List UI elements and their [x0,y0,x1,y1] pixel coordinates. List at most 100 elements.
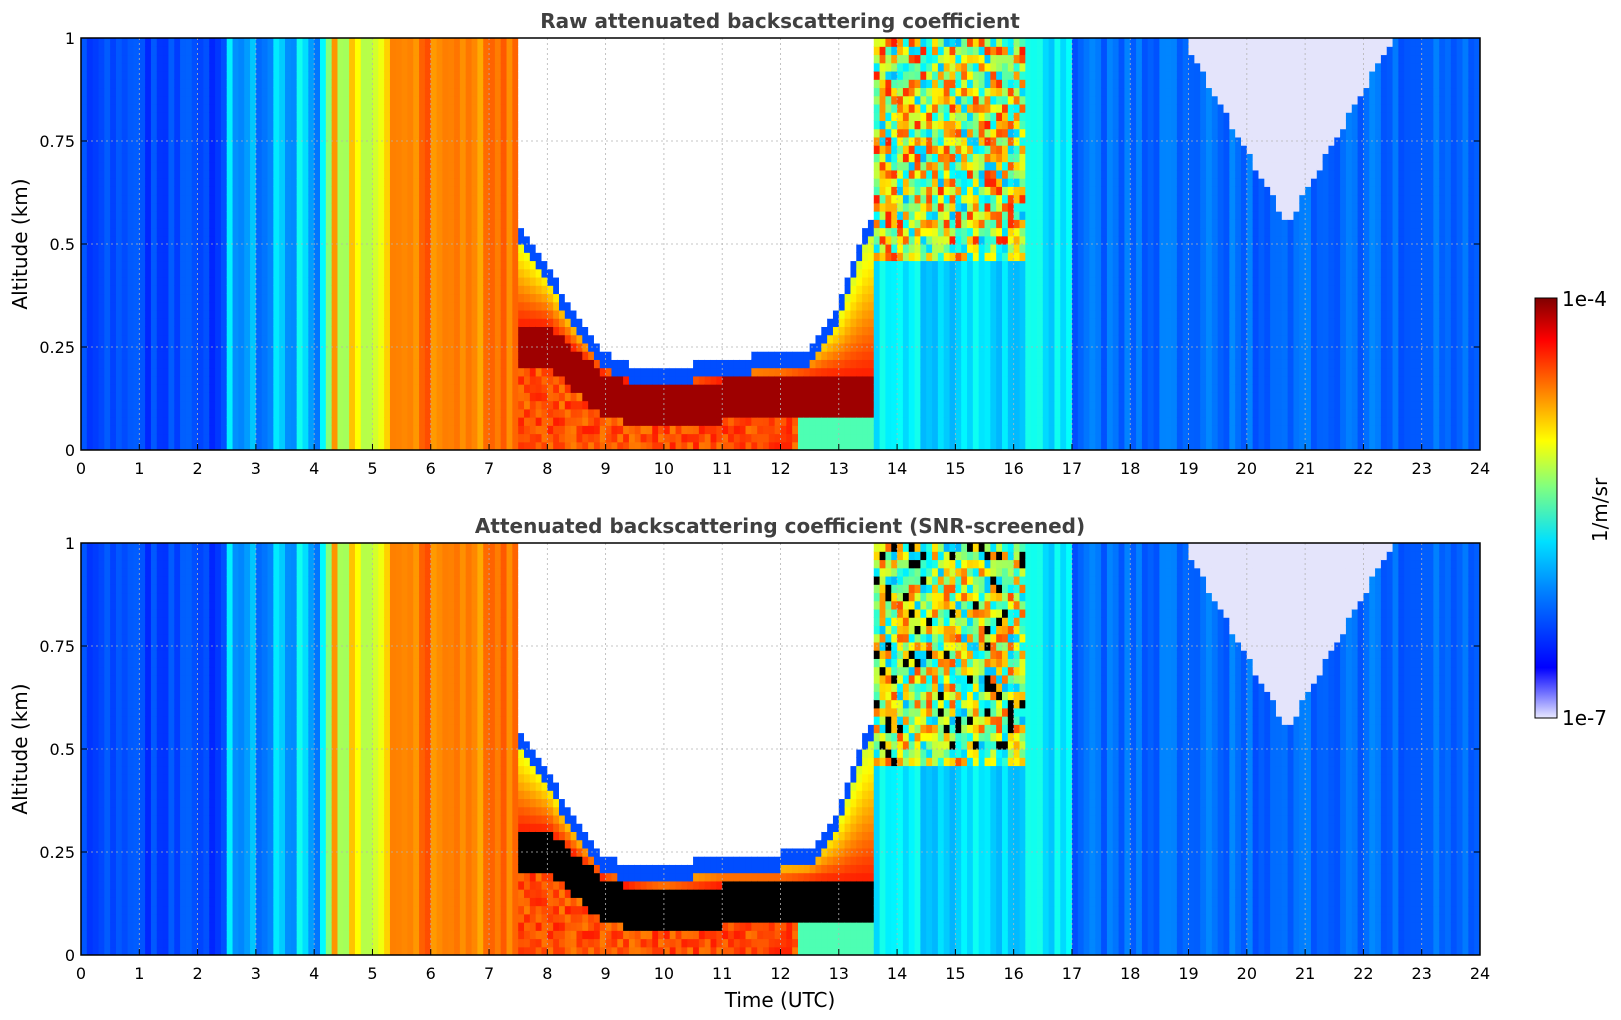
heatmap-cell [500,211,508,220]
heatmap-cell [477,219,484,229]
heatmap-cell [617,384,624,393]
heatmap-cell [605,301,613,311]
heatmap-cell [483,79,490,89]
heatmap-cell [331,318,339,327]
heatmap-cell [296,425,304,435]
heatmap-cell [471,128,478,138]
heatmap-cell [255,103,263,113]
heatmap-cell [250,120,257,130]
heatmap-cell [285,309,292,319]
heatmap-cell [115,268,123,278]
heatmap-cell [343,54,350,64]
heatmap-cell [547,375,554,385]
heatmap-cell [401,235,409,245]
heatmap-cell [220,219,228,229]
heatmap-cell [413,194,420,204]
heatmap-cell [535,103,543,113]
heatmap-cell [127,441,135,450]
heatmap-cell [378,400,385,410]
heatmap-cell [127,367,135,377]
heatmap-cell [162,186,170,196]
heatmap-cell [547,128,554,138]
heatmap-cell [541,62,548,72]
heatmap-cell [477,79,484,89]
heatmap-cell [110,70,117,80]
heatmap-cell [424,417,432,426]
heatmap-cell [553,194,560,204]
heatmap-cell [226,285,234,295]
heatmap-cell [121,301,129,311]
heatmap-cell [104,351,111,360]
heatmap-cell [168,120,175,130]
heatmap-cell [314,334,321,344]
heatmap-cell [150,351,158,360]
heatmap-cell [407,260,414,270]
heatmap-cell [354,120,362,130]
heatmap-cell [255,326,263,336]
heatmap-cell [110,120,117,130]
heatmap-cell [226,161,234,171]
heatmap-cell [407,161,414,171]
heatmap-cell [564,186,572,196]
heatmap-cell [564,87,572,97]
heatmap-cell [232,408,239,418]
heatmap-cell [395,194,403,204]
heatmap-cell [203,301,210,311]
heatmap-cell [343,62,350,72]
heatmap-cell [127,202,135,212]
heatmap-cell [535,54,543,64]
heatmap-cell [232,219,239,229]
heatmap-cell [331,62,339,72]
heatmap-cell [582,87,589,97]
heatmap-cell [203,359,210,369]
heatmap-cell [325,351,333,360]
heatmap-cell [564,425,572,435]
heatmap-cell [220,260,228,270]
heatmap-cell [372,260,379,270]
heatmap-cell [261,293,269,303]
heatmap-cell [529,128,537,138]
heatmap-cell [98,293,105,303]
heatmap-cell [337,145,344,154]
heatmap-cell [605,268,613,278]
heatmap-cell [145,392,152,402]
heatmap-cell [127,285,135,295]
heatmap-cell [588,194,595,204]
heatmap-cell [570,128,578,138]
heatmap-cell [372,70,379,80]
heatmap-cell [442,375,449,385]
heatmap-cell [401,128,409,138]
heatmap-cell [185,38,193,47]
heatmap-cell [424,194,432,204]
heatmap-cell [372,178,379,187]
heatmap-cell [529,46,537,56]
heatmap-cell [483,54,490,64]
heatmap-cell [115,62,123,72]
heatmap-cell [454,128,461,138]
heatmap-cell [191,425,199,435]
heatmap-cell [570,441,578,450]
heatmap-cell [588,128,595,138]
heatmap-cell [133,79,140,89]
heatmap-cell [395,70,403,80]
heatmap-cell [448,120,455,130]
heatmap-cell [92,417,100,426]
heatmap-cell [250,408,257,418]
heatmap-cell [378,433,385,443]
heatmap-cell [512,367,519,377]
heatmap-cell [541,244,548,253]
heatmap-cell [384,227,391,237]
heatmap-cell [115,252,123,262]
heatmap-cell [319,326,327,336]
heatmap-cell [308,112,315,121]
heatmap-cell [454,375,461,385]
heatmap-cell [261,153,269,163]
heatmap-cell [558,202,566,212]
heatmap-cell [535,153,543,163]
heatmap-cell [86,112,94,121]
heatmap-cell [646,318,653,327]
heatmap-cell [244,235,251,245]
heatmap-cell [255,95,263,105]
heatmap-cell [331,46,339,56]
heatmap-cell [238,276,245,286]
